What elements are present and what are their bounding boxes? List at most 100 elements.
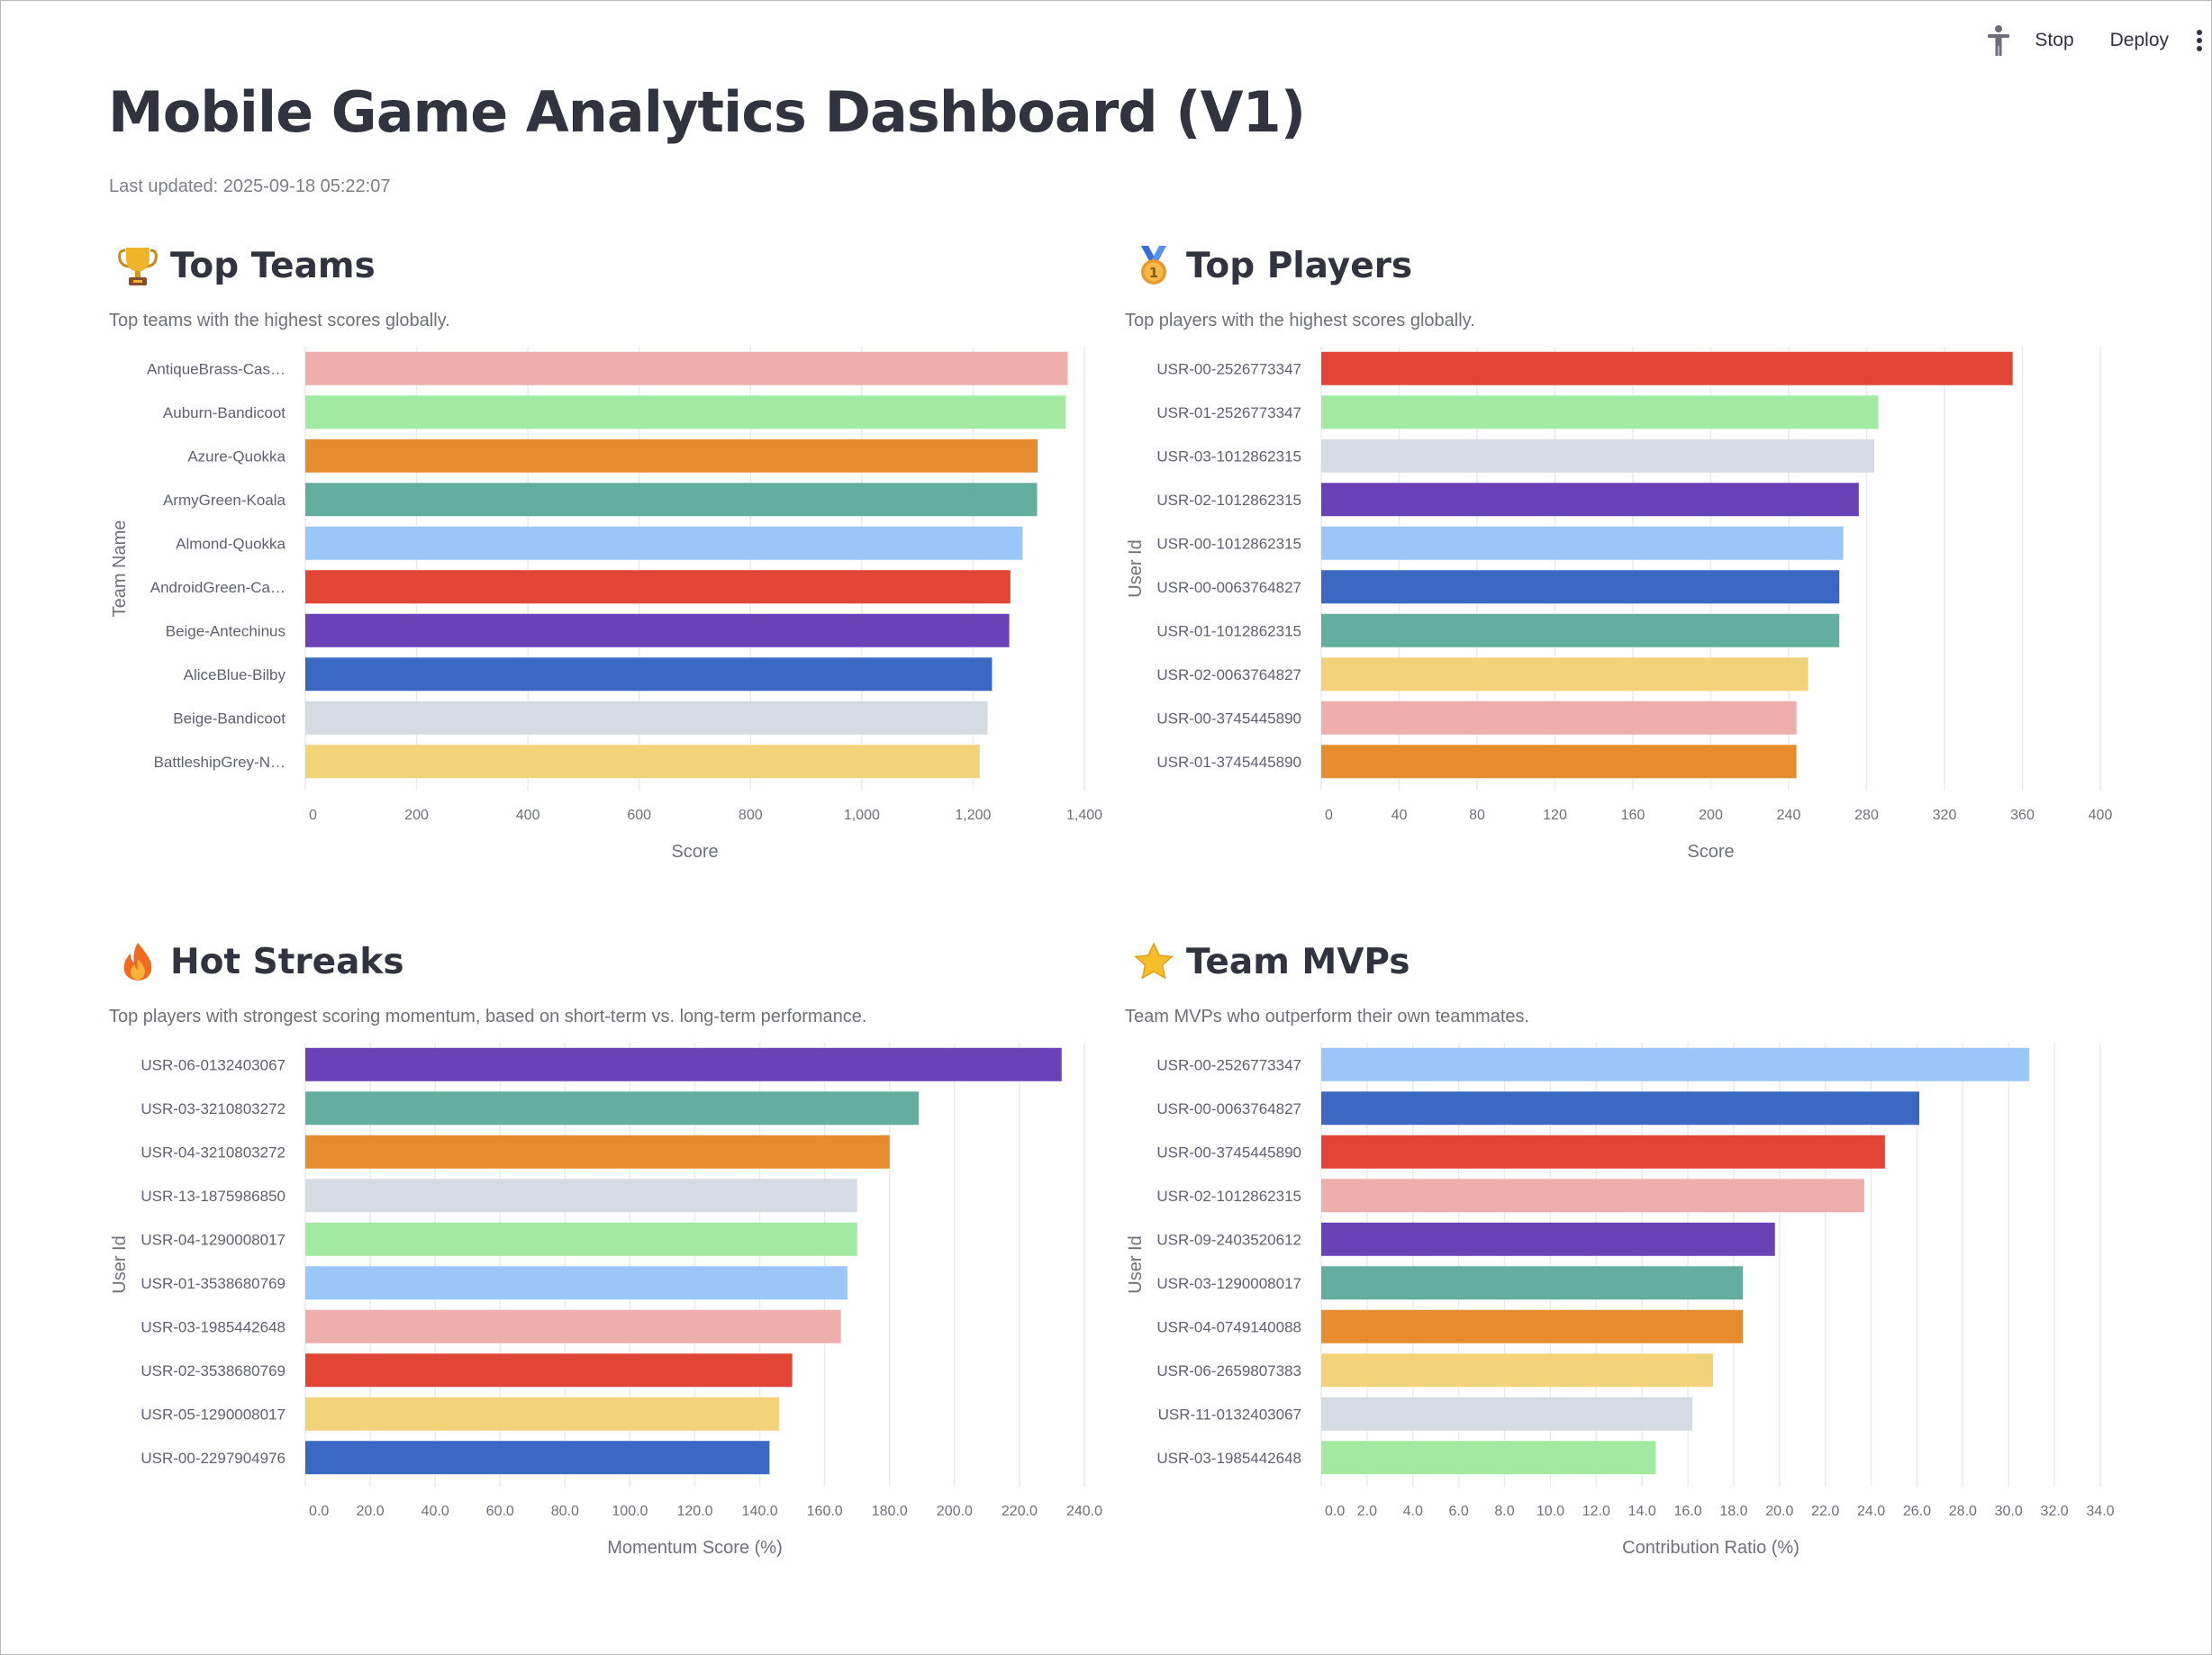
bar[interactable] [305, 1047, 1062, 1081]
bar[interactable] [1321, 439, 1875, 473]
bar[interactable] [1321, 657, 1809, 692]
bar[interactable] [1321, 483, 1859, 517]
bar[interactable] [305, 570, 1011, 604]
tick-label: 26.0 [1903, 1504, 1931, 1519]
top-toolbar: Stop Deploy [1981, 20, 2212, 61]
deploy-button[interactable]: Deploy [2092, 23, 2187, 59]
bar[interactable] [1321, 701, 1797, 735]
tick-label: 100.0 [612, 1504, 648, 1519]
bar[interactable] [1321, 745, 1797, 779]
category-label: USR-03-1985442648 [1156, 1450, 1301, 1467]
category-label: USR-04-3210803272 [141, 1144, 286, 1161]
category-label: AliceBlue-Bilby [184, 666, 286, 683]
bar[interactable] [305, 1091, 920, 1126]
bar[interactable] [305, 1441, 770, 1475]
y-axis-label: User Id [1126, 539, 1146, 597]
bar[interactable] [305, 1397, 780, 1431]
bar[interactable] [305, 439, 1038, 473]
bar[interactable] [305, 701, 988, 735]
bar[interactable] [305, 657, 993, 692]
tick-label: 0.0 [1325, 1504, 1345, 1519]
top-players-description: Top players with the highest scores glob… [1125, 311, 1475, 330]
team-mvps-section: Team MVPs Team MVPs who outperform their… [1125, 935, 2143, 1601]
bar[interactable] [1321, 1222, 1775, 1256]
bar[interactable] [305, 1309, 841, 1343]
bar[interactable] [1321, 351, 2013, 385]
bar[interactable] [305, 351, 1068, 385]
tick-label: 360 [2010, 808, 2035, 823]
category-label: USR-03-1985442648 [141, 1318, 286, 1335]
bar[interactable] [305, 1266, 848, 1300]
bar[interactable] [305, 1135, 890, 1169]
tick-label: 0 [309, 808, 317, 823]
bar[interactable] [305, 1353, 793, 1388]
bar[interactable] [1321, 570, 1840, 604]
category-label: USR-13-1875986850 [141, 1188, 286, 1205]
tick-label: 8.0 [1494, 1504, 1514, 1519]
bar[interactable] [1321, 1135, 1885, 1169]
top-teams-header: Top Teams [109, 239, 376, 293]
category-label: AndroidGreen-Ca… [150, 579, 286, 596]
tick-label: 28.0 [1949, 1504, 1977, 1519]
tick-label: 800 [739, 808, 763, 823]
category-label: USR-01-2526773347 [1156, 404, 1301, 421]
category-label: USR-00-3745445890 [1156, 1144, 1301, 1161]
tick-label: 4.0 [1403, 1504, 1423, 1519]
bar[interactable] [1321, 1179, 1864, 1213]
tick-label: 180.0 [872, 1504, 908, 1519]
category-label: USR-03-1290008017 [1156, 1275, 1301, 1292]
bar[interactable] [305, 1179, 857, 1213]
tick-label: 240 [1777, 808, 1801, 823]
tick-label: 40 [1392, 808, 1408, 823]
category-label: USR-02-3538680769 [141, 1362, 286, 1379]
stop-button[interactable]: Stop [2017, 23, 2091, 59]
fire-icon [114, 938, 161, 985]
bar[interactable] [305, 395, 1065, 430]
bar[interactable] [305, 613, 1010, 647]
bar[interactable] [305, 1222, 857, 1256]
bar[interactable] [305, 526, 1023, 560]
tick-label: 10.0 [1537, 1504, 1564, 1519]
tick-label: 80 [1469, 808, 1485, 823]
bar[interactable] [1321, 1266, 1744, 1300]
category-label: USR-11-0132403067 [1158, 1406, 1301, 1423]
category-label: Azure-Quokka [187, 448, 286, 465]
star-icon [1130, 938, 1177, 985]
tick-label: 280 [1854, 808, 1879, 823]
top-teams-section: Top Teams Top teams with the highest sco… [109, 239, 1127, 905]
category-label: USR-02-1012862315 [1156, 1188, 1301, 1205]
bar[interactable] [1321, 1091, 1920, 1126]
category-label: USR-02-1012862315 [1156, 492, 1301, 509]
bar[interactable] [1321, 1309, 1744, 1343]
bar[interactable] [1321, 1047, 2030, 1081]
hot-streaks-section: Hot Streaks Top players with strongest s… [109, 935, 1127, 1601]
category-label: USR-06-2659807383 [1156, 1362, 1301, 1379]
tick-label: 160 [1621, 808, 1645, 823]
tick-label: 400 [2089, 808, 2113, 823]
bar[interactable] [305, 483, 1038, 517]
bar[interactable] [305, 745, 980, 779]
bar[interactable] [1321, 613, 1840, 647]
tick-label: 400 [516, 808, 540, 823]
tick-label: 22.0 [1811, 1504, 1839, 1519]
category-label: USR-00-1012862315 [1156, 535, 1301, 552]
bar[interactable] [1321, 1397, 1693, 1431]
category-label: USR-01-1012862315 [1156, 622, 1301, 639]
x-axis-label: Contribution Ratio (%) [1622, 1538, 1800, 1558]
bar[interactable] [1321, 395, 1879, 430]
tick-label: 0.0 [309, 1504, 329, 1519]
main-menu-icon[interactable] [2187, 20, 2212, 61]
tick-label: 600 [627, 808, 651, 823]
hot-streaks-description: Top players with strongest scoring momen… [109, 1007, 867, 1026]
x-axis-label: Score [1687, 842, 1734, 862]
team-mvps-title: Team MVPs [1186, 941, 1410, 982]
hot-streaks-header: Hot Streaks [109, 935, 404, 989]
tick-label: 1,200 [955, 808, 991, 823]
tick-label: 34.0 [2086, 1504, 2114, 1519]
top-players-section: 1 Top Players Top players with the highe… [1125, 239, 2143, 905]
category-label: USR-03-1012862315 [1156, 448, 1301, 465]
bar[interactable] [1321, 526, 1844, 560]
accessibility-icon[interactable] [1981, 20, 2017, 61]
bar[interactable] [1321, 1441, 1656, 1475]
bar[interactable] [1321, 1353, 1714, 1388]
